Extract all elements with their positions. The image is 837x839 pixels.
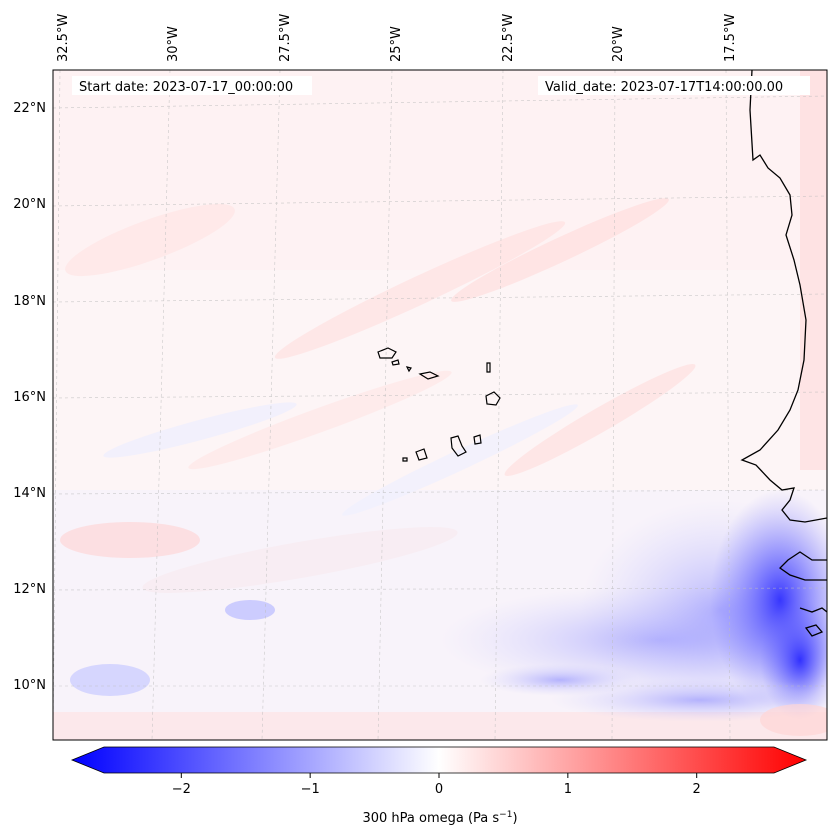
lat-label: 18°N [13,294,46,309]
colorbar-label: 300 hPa omega (Pa s−1) [362,810,517,826]
lat-label: 22°N [13,101,46,116]
map-frame [52,69,828,741]
gridlines [53,70,827,740]
valid-date-box: Valid_date: 2023-07-17T14:00:00.00 [538,76,810,95]
colorbar-tick-label: 2 [693,782,701,797]
colorbar-label-text: 300 hPa omega (Pa s [362,811,499,826]
lon-label: 17.5°W [723,14,738,62]
start-date-text: Start date: 2023-07-17_00:00:00 [79,80,293,95]
lon-label: 22.5°W [501,14,516,62]
lon-label: 32.5°W [56,14,71,62]
lon-label: 20°W [611,26,626,62]
colorbar-tick-label: −1 [301,782,320,797]
colorbar-label-exponent: −1 [499,810,512,820]
colorbar-label-close: ) [512,811,517,826]
colorbar-tick-label: 1 [564,782,572,797]
colorbar-tick-label: −2 [172,782,191,797]
lat-label: 14°N [13,486,46,501]
lat-label: 12°N [13,582,46,597]
colorbar-tick-label: 0 [435,782,443,797]
lat-label: 20°N [13,197,46,212]
lon-label: 25°W [389,26,404,62]
valid-date-text: Valid_date: 2023-07-17T14:00:00.00 [545,80,783,95]
lat-label: 10°N [13,678,46,693]
lon-label: 30°W [166,26,181,62]
colorbar: −2 −1 0 1 2 300 hPa omega (Pa s−1) [70,746,808,826]
coastline [740,70,827,637]
islands [377,347,501,462]
start-date-box: Start date: 2023-07-17_00:00:00 [72,76,312,95]
latitude-labels: 22°N 20°N 18°N 16°N 14°N 12°N 10°N [13,101,46,693]
map-panel [53,70,827,740]
lon-label: 27.5°W [278,14,293,62]
omega-field-shading [53,70,827,740]
longitude-labels: 32.5°W 30°W 27.5°W 25°W 22.5°W 20°W 17.5… [56,14,738,62]
lat-label: 16°N [13,390,46,405]
colorbar-body [70,746,808,774]
colorbar-ticks: −2 −1 0 1 2 [172,773,701,797]
